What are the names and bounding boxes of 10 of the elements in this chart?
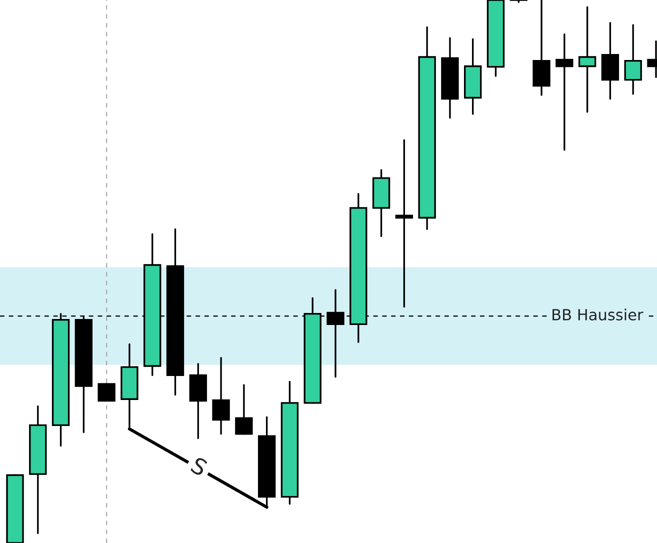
candlestick [326,289,344,378]
candlestick [212,357,230,435]
candlestick [235,384,253,435]
candlestick [556,33,574,151]
candlestick [624,24,642,95]
annotation: S [190,456,208,477]
candlestick [578,6,596,113]
ref-line-label: BB Haussier [552,308,644,320]
candlestick [98,383,116,402]
candlestick [395,139,414,308]
